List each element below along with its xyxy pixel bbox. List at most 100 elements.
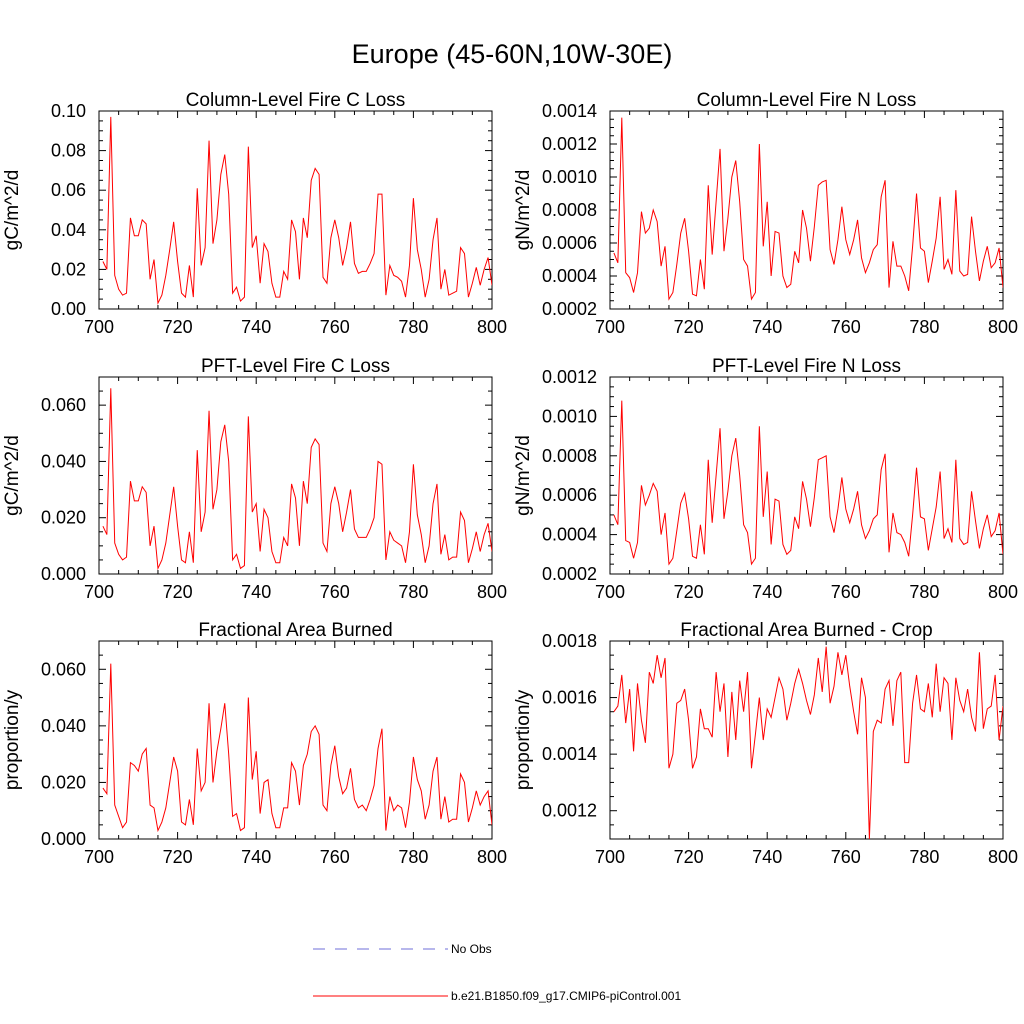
panel-title: Column-Level Fire C Loss xyxy=(186,90,406,111)
y-tick-label: 0.0008 xyxy=(542,446,597,466)
series-line xyxy=(613,400,1003,566)
y-tick-label: 0.060 xyxy=(41,395,86,415)
y-tick-label: 0.0012 xyxy=(542,367,597,387)
panel-column-fire-n-loss: Column-Level Fire N Loss gN/m^2/d 700 720 74… xyxy=(513,90,1018,337)
x-tick-label: 720 xyxy=(163,847,193,867)
panel-title: PFT-Level Fire N Loss xyxy=(712,356,901,377)
x-tick-label: 760 xyxy=(320,582,350,602)
y-tick-label: 0.0010 xyxy=(542,167,597,187)
x-tick-label: 720 xyxy=(163,317,193,337)
x-tick-label: 740 xyxy=(752,317,782,337)
x-tick-label: 800 xyxy=(988,317,1018,337)
y-tick-label: 0.0006 xyxy=(542,233,597,253)
x-tick-label: 760 xyxy=(320,317,350,337)
panel-fractional-area-burned-crop: Fractional Area Burned - Crop proportion/… xyxy=(513,620,1018,867)
x-tick-label: 780 xyxy=(398,582,428,602)
x-tick-label: 760 xyxy=(320,847,350,867)
panels: Column-Level Fire C Loss gC/m^2/d 700 720 74… xyxy=(2,90,1018,867)
y-tick-label: 0.0014 xyxy=(542,744,597,764)
y-tick-label: 0.08 xyxy=(51,141,86,161)
panel-title: Fractional Area Burned xyxy=(198,620,392,641)
y-axis-label: gC/m^2/d xyxy=(2,435,23,516)
y-axis-label: gN/m^2/d xyxy=(513,435,534,516)
x-tick-label: 780 xyxy=(398,847,428,867)
panel-title: Fractional Area Burned - Crop xyxy=(680,620,932,641)
x-tick-label: 760 xyxy=(831,317,861,337)
y-tick-label: 0.0002 xyxy=(542,299,597,319)
x-tick-label: 720 xyxy=(674,317,704,337)
y-tick-label: 0.0004 xyxy=(542,266,597,286)
x-tick-label: 700 xyxy=(595,582,625,602)
y-tick-label: 0.0010 xyxy=(542,406,597,426)
y-tick-label: 0.0008 xyxy=(542,200,597,220)
y-tick-label: 0.06 xyxy=(51,180,86,200)
series-line xyxy=(613,646,1003,839)
y-axis-label: proportion/y xyxy=(513,689,534,790)
x-tick-label: 800 xyxy=(988,847,1018,867)
y-tick-label: 0.020 xyxy=(41,508,86,528)
y-tick-label: 0.0002 xyxy=(542,564,597,584)
y-tick-label: 0.00 xyxy=(51,299,86,319)
plot-frame xyxy=(98,376,493,575)
x-tick-label: 760 xyxy=(831,582,861,602)
y-tick-label: 0.0016 xyxy=(542,688,597,708)
y-axis-label: proportion/y xyxy=(2,689,23,790)
y-tick-label: 0.060 xyxy=(41,659,86,679)
series-line xyxy=(613,117,1003,301)
y-tick-label: 0.0012 xyxy=(542,134,597,154)
plot-frame xyxy=(98,110,493,310)
legend-label-no-obs: No Obs xyxy=(451,942,492,956)
y-tick-label: 0.10 xyxy=(51,101,86,121)
series-line xyxy=(102,388,492,571)
panel-pft-fire-c-loss: PFT-Level Fire C Loss gC/m^2/d 700 720 740 76… xyxy=(2,356,507,602)
y-tick-label: 0.000 xyxy=(41,829,86,849)
x-tick-label: 700 xyxy=(84,317,114,337)
x-tick-label: 780 xyxy=(909,582,939,602)
plot-frame xyxy=(609,110,1004,310)
legend-label-model: b.e21.B1850.f09_g17.CMIP6-piControl.001 xyxy=(451,989,681,1003)
x-tick-label: 720 xyxy=(163,582,193,602)
panel-title: Column-Level Fire N Loss xyxy=(697,90,917,111)
x-tick-label: 760 xyxy=(831,847,861,867)
y-tick-label: 0.02 xyxy=(51,259,86,279)
legend: No Obs b.e21.B1850.f09_g17.CMIP6-piContr… xyxy=(313,942,681,1003)
x-tick-label: 800 xyxy=(477,582,507,602)
panel-title: PFT-Level Fire C Loss xyxy=(201,356,390,377)
x-tick-label: 740 xyxy=(752,847,782,867)
y-tick-label: 0.000 xyxy=(41,564,86,584)
plot-frame xyxy=(609,376,1004,575)
x-tick-label: 740 xyxy=(752,582,782,602)
y-tick-label: 0.040 xyxy=(41,451,86,471)
x-tick-label: 720 xyxy=(674,582,704,602)
y-tick-label: 0.0006 xyxy=(542,485,597,505)
x-tick-label: 740 xyxy=(241,317,271,337)
x-tick-label: 800 xyxy=(477,317,507,337)
y-tick-label: 0.020 xyxy=(41,772,86,792)
x-tick-label: 800 xyxy=(988,582,1018,602)
x-tick-label: 720 xyxy=(674,847,704,867)
plot-frame xyxy=(98,640,493,840)
x-tick-label: 740 xyxy=(241,582,271,602)
panel-fractional-area-burned: Fractional Area Burned proportion/y 700 720… xyxy=(2,620,507,867)
x-tick-label: 700 xyxy=(595,847,625,867)
y-tick-label: 0.040 xyxy=(41,716,86,736)
x-tick-label: 800 xyxy=(477,847,507,867)
y-tick-label: 0.0012 xyxy=(542,801,597,821)
x-tick-label: 740 xyxy=(241,847,271,867)
x-tick-label: 700 xyxy=(595,317,625,337)
plot-frame xyxy=(609,640,1004,840)
y-tick-label: 0.0014 xyxy=(542,101,597,121)
x-tick-label: 780 xyxy=(909,847,939,867)
y-axis-label: gN/m^2/d xyxy=(513,170,534,251)
y-tick-label: 0.0018 xyxy=(542,631,597,651)
series-line xyxy=(102,663,492,833)
y-tick-label: 0.04 xyxy=(51,220,86,240)
y-tick-label: 0.0004 xyxy=(542,525,597,545)
panel-pft-fire-n-loss: PFT-Level Fire N Loss gN/m^2/d 700 720 740 76… xyxy=(513,356,1018,602)
x-tick-label: 780 xyxy=(909,317,939,337)
y-axis-label: gC/m^2/d xyxy=(2,170,23,251)
figure-title: Europe (45-60N,10W-30E) xyxy=(352,39,673,69)
x-tick-label: 780 xyxy=(398,317,428,337)
panel-column-fire-c-loss: Column-Level Fire C Loss gC/m^2/d 700 720 74… xyxy=(2,90,507,337)
